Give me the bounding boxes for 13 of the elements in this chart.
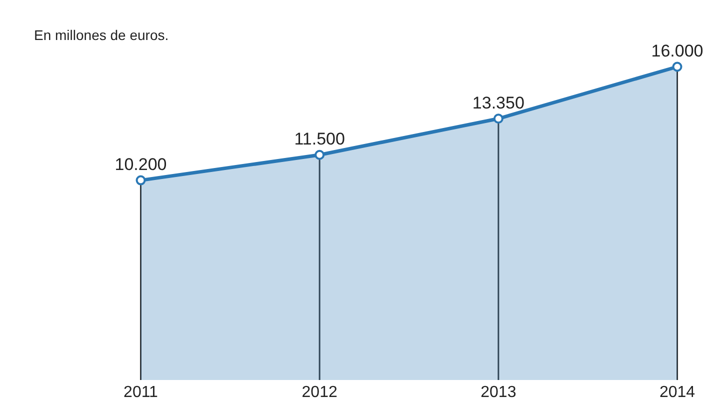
data-label: 10.200 bbox=[114, 155, 167, 174]
x-tick-label: 2012 bbox=[302, 384, 338, 401]
x-tick-label: 2014 bbox=[659, 384, 696, 401]
data-label: 16.000 bbox=[651, 42, 704, 60]
point bbox=[314, 150, 325, 160]
data-label: 11.500 bbox=[294, 130, 345, 149]
point bbox=[493, 114, 504, 124]
chart-subtitle: En millones de euros. bbox=[34, 27, 169, 43]
point bbox=[672, 62, 682, 72]
x-tick-label: 2011 bbox=[124, 384, 158, 401]
x-tick-label: 2013 bbox=[480, 384, 516, 401]
point bbox=[136, 175, 146, 186]
data-label: 13.350 bbox=[472, 93, 524, 112]
